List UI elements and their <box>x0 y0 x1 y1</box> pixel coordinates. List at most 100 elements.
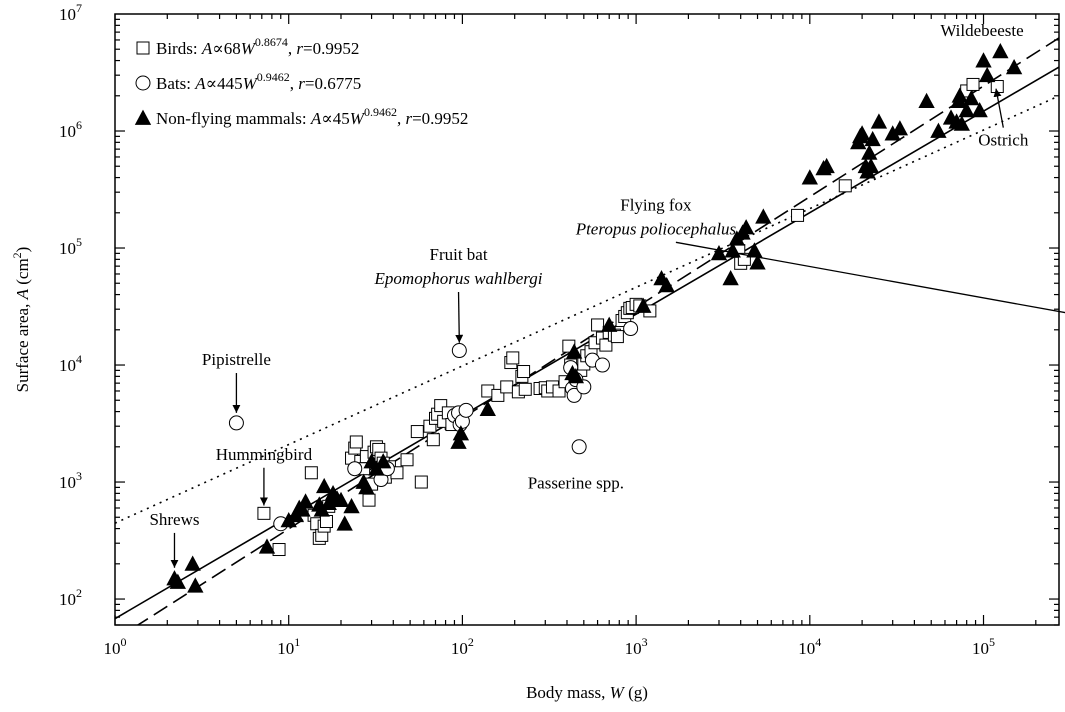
y-axis-title: Surface area, A (cm2) <box>10 247 32 393</box>
x-axis-title-symbol: W <box>610 683 626 702</box>
legend-fit-text: ∝445 <box>206 74 243 93</box>
legend-circle-marker <box>135 75 151 91</box>
x-tick-label: 101 <box>277 635 300 658</box>
x-tick-label: 104 <box>798 635 821 658</box>
fit-line-birds <box>115 66 1059 620</box>
x-tick-label: 103 <box>625 635 648 658</box>
x-tick-base: 10 <box>625 639 642 658</box>
annotation-line: Pteropus poliocephalus <box>575 219 737 238</box>
non-flying-mammals-point <box>450 433 467 449</box>
legend-r-symbol: r <box>405 109 412 128</box>
x-tick-base: 10 <box>798 639 815 658</box>
legend-r-text: =0.6775 <box>305 74 361 93</box>
birds-point <box>414 475 428 489</box>
non-flying-mammals-point <box>749 254 766 270</box>
birds-point <box>319 514 333 528</box>
non-flying-mammals-point <box>710 245 728 261</box>
bats-point <box>571 439 587 455</box>
non-flying-mammals-point <box>818 157 835 174</box>
non-flying-mammals-point <box>951 87 968 103</box>
x-tick-exponent: 2 <box>468 635 474 649</box>
non-flying-mammals-point <box>930 122 947 138</box>
bats-point <box>594 357 610 373</box>
non-flying-mammals-point <box>658 276 675 293</box>
non-flying-mammals-point <box>963 90 980 106</box>
non-flying-mammals-point <box>635 297 652 313</box>
legend-triangle-marker <box>134 109 152 125</box>
annotation-line: Shrews <box>149 510 199 529</box>
birds-point <box>517 365 531 379</box>
y-tick-label: 102 <box>59 586 82 609</box>
legend-series-name: Bats: <box>156 74 195 93</box>
legend-series-name: Non-flying mammals: <box>156 109 311 128</box>
y-tick-base: 10 <box>59 5 76 24</box>
y-tick-exponent: 6 <box>76 118 82 132</box>
y-tick-exponent: 3 <box>76 469 82 483</box>
bats-point <box>451 343 467 359</box>
y-tick-label: 107 <box>59 1 82 24</box>
legend-exponent: 0.9462 <box>364 105 397 119</box>
birds-point <box>610 330 624 344</box>
plot-frame <box>114 13 1060 626</box>
annotation-line: Passerine spp. <box>528 474 624 493</box>
x-tick-base: 10 <box>104 639 121 658</box>
annotation-label: Hummingbird <box>216 445 313 464</box>
annotation-line: Flying fox <box>620 195 692 214</box>
fit-lines <box>115 37 1059 625</box>
non-flying-mammals-point <box>336 515 353 531</box>
birds-point <box>272 543 286 557</box>
y-tick-exponent: 2 <box>76 586 82 600</box>
non-flying-mammals-point <box>958 102 975 118</box>
birds-point <box>791 208 805 222</box>
legend-r-text: =0.9952 <box>412 109 468 128</box>
non-flying-mammals-point <box>853 125 871 141</box>
legend-r-symbol: r <box>296 39 303 58</box>
non-flying-mammals-point <box>479 400 496 417</box>
birds-point <box>362 493 376 507</box>
birds-point <box>599 338 613 352</box>
annotation-line: Hummingbird <box>216 445 313 464</box>
non-flying-mammals-point <box>375 453 392 469</box>
non-flying-mammals-point <box>975 52 992 68</box>
birds-point <box>591 318 605 332</box>
non-flying-mammals-point <box>722 270 739 286</box>
non-flying-mammals-point <box>601 316 618 332</box>
legend-fit-symbol: A <box>201 39 213 58</box>
x-tick-exponent: 0 <box>121 635 127 649</box>
legend-entry: Non-flying mammals: A∝45W0.9462, r=0.995… <box>156 105 468 128</box>
legend-fit-symbol: A <box>194 74 206 93</box>
legend-fit-text: ∝45 <box>321 109 350 128</box>
non-flying-mammals-point <box>169 573 187 589</box>
legend-square-marker <box>136 41 150 55</box>
y-tick-exponent: 4 <box>76 352 82 366</box>
legend-r-symbol: r <box>298 74 305 93</box>
bats-point <box>458 402 474 418</box>
annotation-line: Fruit bat <box>429 245 487 264</box>
y-tick-base: 10 <box>59 239 76 258</box>
non-flying-mammals-point <box>971 102 988 118</box>
annotations: Wildebeeste Ostrich Flying fox Pteropus pol… <box>149 21 1065 568</box>
y-axis-title-symbol: A <box>13 288 32 300</box>
non-flying-mammals-point <box>864 130 881 147</box>
x-tick-exponent: 3 <box>642 635 648 649</box>
non-flying-mammals-point <box>187 577 204 593</box>
annotation-label: Flying fox Pteropus poliocephalus <box>575 195 737 238</box>
x-axis-title-text: Body mass, <box>526 683 610 702</box>
y-axis-title-close: ) <box>13 247 32 253</box>
y-tick-base: 10 <box>59 473 76 492</box>
non-flying-mammals-point <box>737 219 755 235</box>
non-flying-mammals-point <box>452 425 470 441</box>
non-flying-mammals-point <box>297 493 314 509</box>
y-tick-label: 105 <box>59 235 82 258</box>
legend-fit-symbol: W <box>241 39 257 58</box>
non-flying-mammals-point <box>258 538 276 554</box>
x-tick-exponent: 4 <box>815 635 821 649</box>
birds-point <box>990 80 1004 94</box>
birds-point <box>426 433 440 447</box>
y-tick-base: 10 <box>59 122 76 141</box>
birds-point <box>838 179 852 193</box>
fit-line-non-flying-mammals <box>136 37 1059 625</box>
legend-r-text: =0.9952 <box>303 39 359 58</box>
